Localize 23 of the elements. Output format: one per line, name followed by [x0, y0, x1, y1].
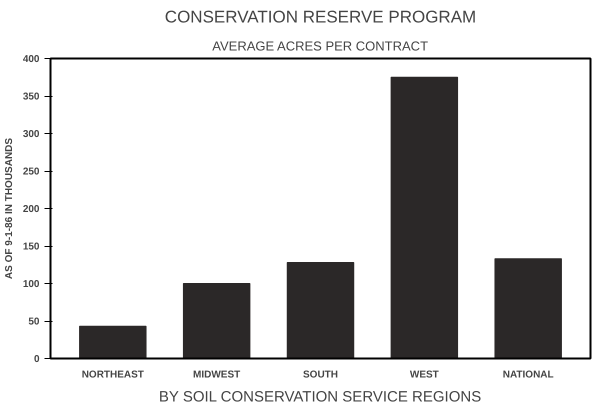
bar: [494, 258, 562, 358]
x-tick-label: NATIONAL: [502, 370, 554, 380]
y-tick-label: 250: [22, 166, 40, 178]
chart-subtitle: AVERAGE ACRES PER CONTRACT: [212, 38, 428, 54]
bar: [79, 326, 147, 358]
bar: [286, 262, 354, 358]
y-tick-label: 400: [22, 54, 40, 65]
chart-title: CONSERVATION RESERVE PROGRAM: [164, 8, 476, 26]
y-tick-label: 150: [22, 242, 40, 252]
x-tick-label: SOUTH: [303, 370, 338, 380]
y-tick-label: 200: [22, 204, 40, 215]
x-tick-label: NORTHEAST: [82, 370, 144, 380]
x-axis-title: BY SOIL CONSERVATION SERVICE REGIONS: [158, 388, 482, 406]
y-tick-label: 100: [22, 279, 40, 290]
y-axis-title: AS OF 9-1-86 IN THOUSANDS: [4, 138, 15, 280]
y-tick-label: 300: [22, 129, 40, 140]
y-tick-label: 350: [22, 92, 40, 102]
bar: [182, 283, 250, 358]
y-tick-label: 50: [28, 316, 40, 328]
bar: [390, 76, 458, 358]
x-tick-label: MIDWEST: [193, 370, 240, 380]
y-tick-label: 0: [34, 354, 40, 365]
x-tick-label: WEST: [410, 370, 439, 380]
